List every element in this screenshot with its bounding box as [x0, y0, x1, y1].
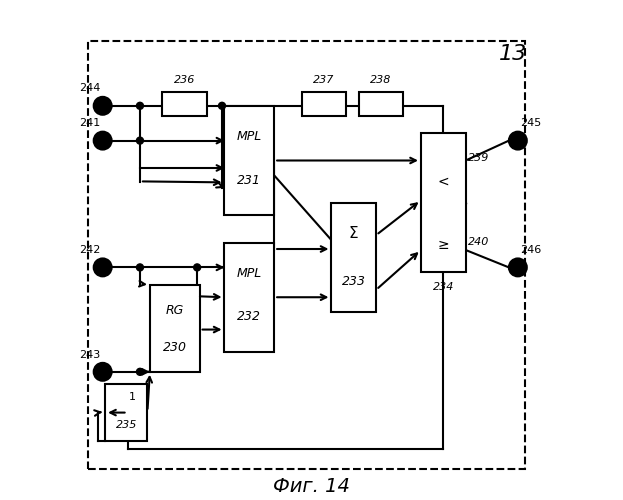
Text: 246: 246 [520, 245, 541, 255]
Text: 236: 236 [174, 76, 196, 86]
Circle shape [136, 368, 143, 376]
Circle shape [509, 132, 527, 150]
Text: 231: 231 [237, 174, 261, 186]
Text: Σ: Σ [349, 226, 359, 241]
Text: 237: 237 [313, 76, 335, 86]
Text: 239: 239 [468, 153, 490, 163]
Circle shape [93, 97, 112, 115]
FancyBboxPatch shape [359, 92, 404, 116]
Text: 230: 230 [163, 341, 187, 354]
Circle shape [136, 137, 143, 144]
Text: 232: 232 [237, 310, 261, 324]
Text: 244: 244 [80, 84, 101, 94]
FancyBboxPatch shape [224, 242, 274, 352]
Text: 241: 241 [80, 118, 101, 128]
FancyBboxPatch shape [150, 285, 199, 372]
Text: MPL: MPL [237, 266, 262, 280]
FancyBboxPatch shape [224, 106, 274, 215]
FancyBboxPatch shape [302, 92, 346, 116]
Text: 245: 245 [520, 118, 541, 128]
Text: 243: 243 [80, 350, 101, 360]
Text: MPL: MPL [237, 130, 262, 143]
Text: <: < [437, 175, 449, 189]
Circle shape [219, 102, 226, 110]
Text: Фиг. 14: Фиг. 14 [273, 476, 350, 496]
FancyBboxPatch shape [421, 133, 465, 272]
Text: 233: 233 [342, 275, 366, 288]
FancyBboxPatch shape [163, 92, 207, 116]
Text: 234: 234 [432, 282, 454, 292]
Circle shape [194, 264, 201, 271]
Circle shape [93, 132, 112, 150]
FancyBboxPatch shape [105, 384, 148, 442]
Text: 13: 13 [499, 44, 527, 64]
Circle shape [93, 258, 112, 276]
Text: 235: 235 [116, 420, 137, 430]
Circle shape [136, 102, 143, 110]
Circle shape [93, 363, 112, 381]
Text: 242: 242 [80, 245, 101, 255]
Text: RG: RG [166, 304, 184, 318]
Text: 240: 240 [468, 236, 490, 246]
FancyBboxPatch shape [331, 203, 376, 312]
Text: 1: 1 [129, 392, 136, 402]
Text: 238: 238 [371, 76, 392, 86]
Circle shape [136, 264, 143, 271]
Text: ≥: ≥ [437, 238, 449, 252]
Circle shape [509, 258, 527, 276]
